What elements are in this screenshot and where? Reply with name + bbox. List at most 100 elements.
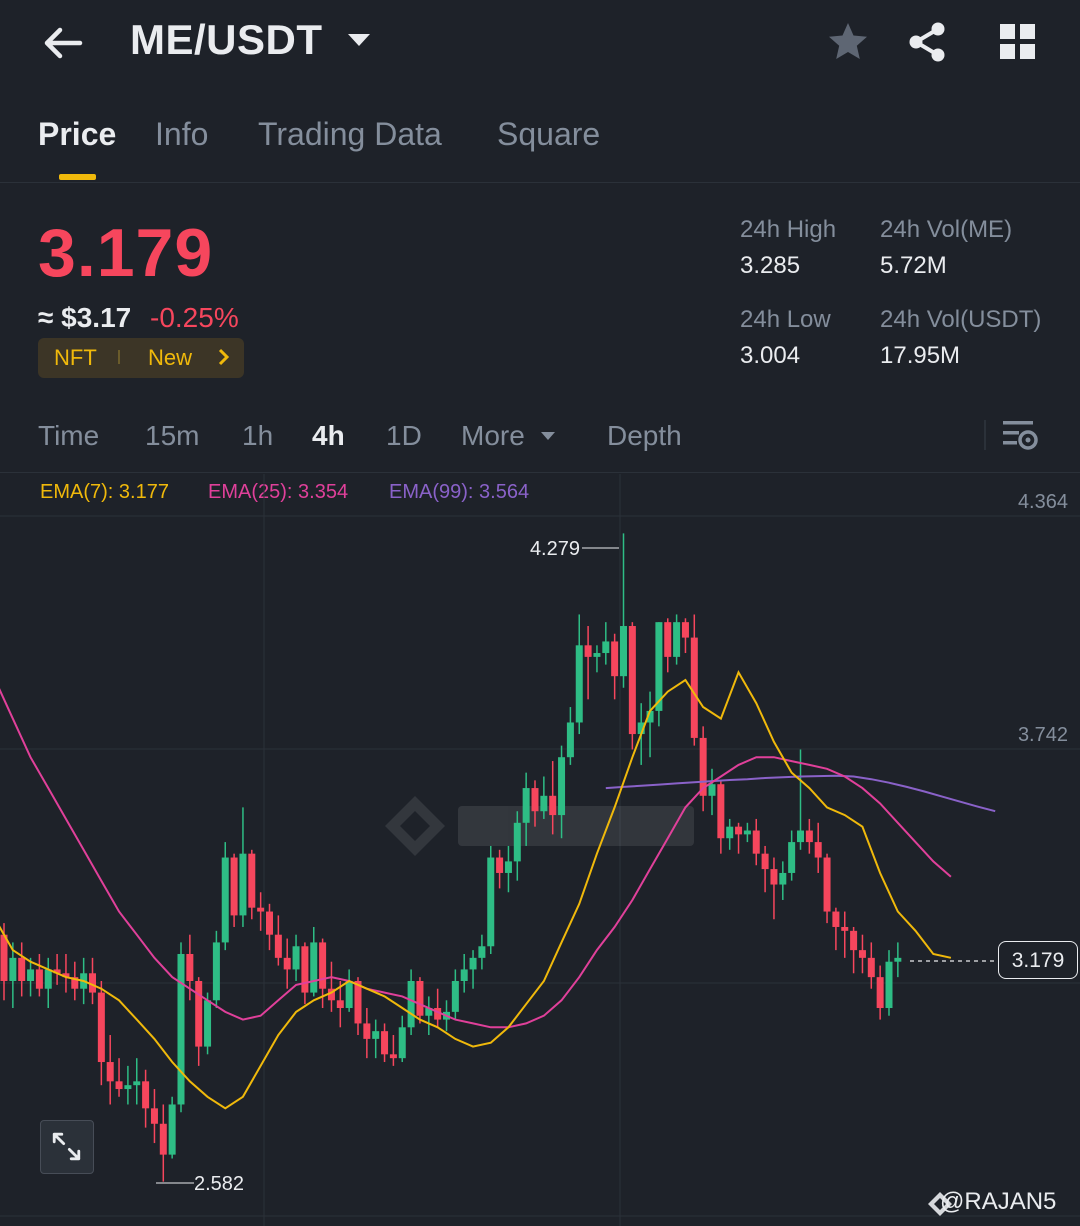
candle-body	[699, 737, 707, 796]
candle-body	[478, 946, 486, 958]
candle-body	[310, 942, 318, 993]
usd-price: ≈ $3.17	[38, 302, 132, 333]
candlestick-chart[interactable]: 4.364 3.742 4.279 2.582	[0, 474, 1080, 1226]
candle-body	[690, 637, 698, 738]
candle-body	[681, 622, 689, 638]
candle-body	[460, 969, 468, 981]
candle-body	[575, 645, 583, 723]
candle-body	[735, 826, 743, 835]
candle-body	[620, 626, 627, 677]
interval-time[interactable]: Time	[38, 420, 100, 451]
candle-body	[336, 1000, 344, 1009]
caret-down-icon[interactable]	[540, 430, 556, 442]
interval-depth[interactable]: Depth	[607, 420, 682, 451]
candle-body	[150, 1108, 158, 1124]
star-icon[interactable]	[826, 20, 870, 64]
candle-body	[469, 957, 477, 970]
candle-body	[726, 826, 734, 839]
divider	[984, 420, 986, 450]
candle-body	[389, 1054, 397, 1059]
last-price: 3.179	[38, 215, 214, 291]
candle-body	[89, 973, 96, 993]
ema99-label: EMA(99): 3.564	[389, 481, 530, 503]
candle-body	[248, 853, 256, 908]
candle-body	[239, 853, 247, 916]
candle-body	[97, 992, 105, 1063]
candle-body	[35, 969, 43, 989]
ema7-line	[0, 669, 952, 1110]
candle-body	[274, 934, 282, 958]
chart-settings-icon[interactable]	[1000, 416, 1040, 454]
candle-body	[301, 946, 309, 993]
tag-nft[interactable]: NFT	[54, 345, 97, 370]
candle-body	[602, 641, 610, 654]
tag-pill[interactable]	[38, 338, 244, 378]
candle-body	[637, 722, 645, 735]
ema99-line	[605, 774, 996, 813]
interval-15m[interactable]: 15m	[145, 420, 200, 451]
candle-body	[106, 1062, 114, 1082]
candle-body	[779, 872, 787, 885]
tab-info[interactable]: Info	[155, 116, 209, 152]
interval-4h[interactable]: 4h	[312, 420, 345, 451]
candle-body	[867, 957, 875, 978]
candle-body	[788, 842, 796, 873]
interval-more[interactable]: More	[461, 420, 525, 451]
chevron-right-icon[interactable]	[216, 347, 232, 367]
high-marker-label: 4.279	[530, 538, 580, 560]
candle-body	[805, 830, 813, 843]
candle-body	[292, 946, 300, 970]
stat-vol-base-value: 5.72M	[880, 252, 947, 279]
grid-menu-icon[interactable]	[996, 20, 1040, 64]
ema25-label: EMA(25): 3.354	[208, 481, 349, 503]
candle-body	[814, 842, 822, 858]
tab-square[interactable]: Square	[497, 116, 601, 152]
price-change-percent: -0.25%	[150, 302, 239, 333]
candle-body	[858, 950, 866, 958]
tab-trading-data[interactable]: Trading Data	[258, 116, 442, 152]
expand-icon	[52, 1132, 81, 1161]
current-price-tag[interactable]	[998, 941, 1078, 979]
fullscreen-button[interactable]	[40, 1120, 94, 1174]
stat-high-label: 24h High	[740, 216, 837, 243]
candle-body	[752, 830, 760, 854]
candle-body	[283, 957, 291, 970]
candle-body	[611, 641, 619, 677]
interval-1h[interactable]: 1h	[242, 420, 274, 451]
candle-body	[398, 1027, 406, 1059]
candle-body	[558, 757, 566, 816]
candle-body	[708, 784, 716, 796]
candle-body	[62, 973, 70, 978]
tag-new[interactable]: New	[148, 345, 193, 370]
share-icon[interactable]	[906, 20, 950, 64]
interval-1d[interactable]: 1D	[386, 420, 422, 451]
candle-body	[876, 977, 884, 1009]
back-arrow-icon[interactable]	[38, 18, 88, 68]
candle-body	[885, 961, 893, 1009]
tab-price[interactable]: Price	[38, 116, 117, 152]
candle-body	[18, 957, 26, 981]
candle-body	[496, 857, 504, 873]
trading-pair-title[interactable]: ME/USDT	[130, 16, 323, 63]
current-price-tag-label[interactable]: 3.179	[1011, 949, 1065, 972]
exchange-watermark-logo	[385, 796, 694, 856]
stat-vol-quote-label: 24h Vol(USDT)	[880, 306, 1042, 333]
candle-body	[27, 969, 35, 981]
candle-body	[230, 857, 238, 916]
candle-body	[257, 907, 265, 912]
candle-body	[434, 1008, 442, 1020]
candle-body	[584, 645, 592, 657]
candle-body	[133, 1081, 141, 1086]
candle-body	[894, 957, 902, 962]
candle-body	[53, 969, 61, 974]
candle-body	[186, 953, 194, 981]
divider	[0, 182, 1080, 183]
candle-body	[177, 953, 185, 1105]
candle-body	[345, 981, 353, 1009]
stat-vol-base-label: 24h Vol(ME)	[880, 216, 1013, 243]
candle-body	[71, 977, 79, 989]
candle-body	[761, 853, 769, 870]
candle-body	[363, 1023, 371, 1039]
caret-down-icon[interactable]	[346, 30, 372, 50]
candle-body	[266, 911, 273, 935]
